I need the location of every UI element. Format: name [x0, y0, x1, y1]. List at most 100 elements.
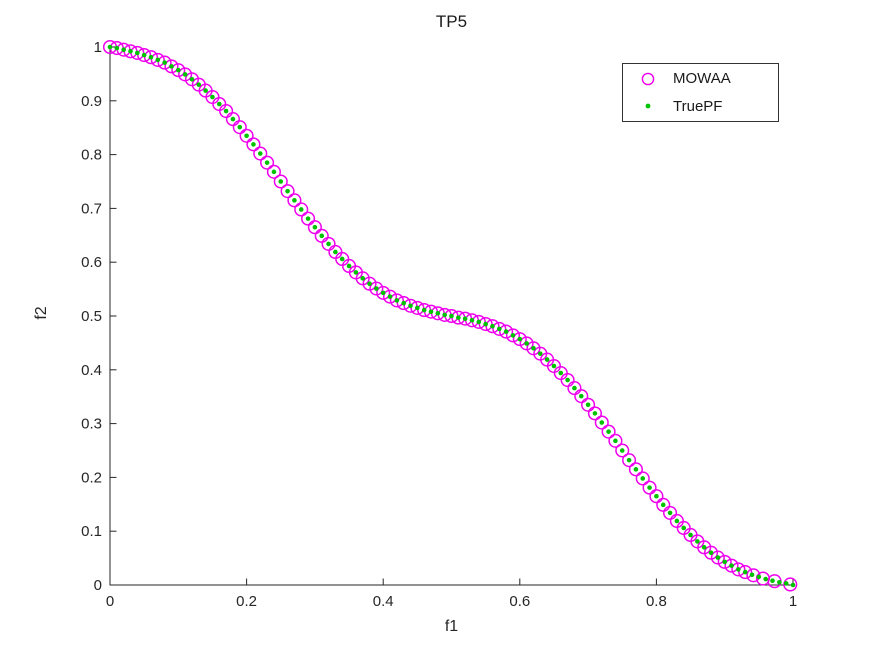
- mowaa-point: [731, 562, 746, 577]
- x-tick-label: 0.4: [373, 593, 394, 610]
- truepf-point: [230, 116, 236, 122]
- mowaa-point: [628, 462, 643, 477]
- mowaa-point: [301, 211, 316, 226]
- truepf-point: [346, 263, 352, 269]
- truepf-point: [428, 309, 434, 314]
- mowaa-point: [260, 155, 275, 170]
- truepf-point: [777, 580, 782, 585]
- truepf-point: [708, 550, 714, 556]
- mowaa-point: [294, 202, 309, 217]
- truepf-point: [565, 377, 570, 383]
- truepf-point: [367, 281, 372, 287]
- truepf-point: [469, 318, 475, 323]
- truepf-point: [790, 582, 796, 588]
- truepf-point: [783, 581, 789, 586]
- mowaa-point: [587, 406, 602, 421]
- truepf-point: [742, 569, 748, 575]
- y-tick-label: 0.6: [81, 254, 102, 271]
- mowaa-point: [396, 296, 411, 311]
- truepf-point: [128, 49, 133, 54]
- truepf-point: [148, 54, 154, 60]
- mowaa-point: [581, 397, 596, 412]
- mowaa-point: [724, 558, 739, 573]
- truepf-point: [421, 307, 427, 313]
- truepf-point: [510, 333, 516, 338]
- truepf-point: [176, 67, 181, 73]
- truepf-point: [456, 315, 461, 320]
- mowaa-point: [594, 415, 609, 430]
- truepf-point: [374, 286, 379, 291]
- mowaa-point: [499, 324, 514, 339]
- mowaa-point: [157, 55, 172, 70]
- legend-item-mowaa: MOWAA: [623, 66, 778, 92]
- mowaa-point: [642, 480, 657, 495]
- truepf-point: [203, 88, 208, 93]
- truepf-point: [210, 94, 215, 100]
- truepf-point: [490, 323, 495, 329]
- truepf-point: [660, 502, 666, 508]
- truepf-point: [503, 329, 509, 334]
- truepf-point: [640, 476, 646, 481]
- mowaa-point: [164, 59, 179, 74]
- truepf-point: [667, 510, 673, 516]
- truepf-point: [736, 567, 741, 572]
- truepf-point: [223, 108, 229, 114]
- y-tick-label: 0: [94, 577, 102, 594]
- x-tick-label: 0.2: [236, 593, 257, 610]
- truepf-point: [551, 363, 557, 369]
- mowaa-point: [150, 52, 165, 67]
- mowaa-point: [376, 285, 391, 300]
- mowaa-point: [307, 220, 322, 235]
- truepf-point: [674, 518, 680, 524]
- x-tick-label: 1: [789, 593, 797, 610]
- truepf-point: [264, 160, 270, 165]
- truepf-point: [292, 198, 297, 203]
- truepf-point: [353, 270, 359, 275]
- truepf-point: [770, 578, 775, 583]
- truepf-point: [394, 298, 400, 303]
- mowaa-point: [710, 550, 725, 565]
- y-tick-label: 0.7: [81, 200, 102, 217]
- truepf-point: [497, 326, 502, 332]
- y-tick-label: 0.8: [81, 147, 102, 164]
- truepf-dot-icon: [623, 98, 673, 114]
- truepf-point: [633, 467, 639, 472]
- truepf-point: [749, 572, 755, 578]
- truepf-point: [524, 341, 529, 346]
- truepf-point: [578, 393, 584, 399]
- truepf-point: [182, 72, 188, 77]
- mowaa-point: [560, 372, 575, 388]
- truepf-point: [244, 133, 249, 139]
- mowaa-point: [225, 112, 240, 127]
- x-tick-label: 0: [106, 593, 114, 610]
- truepf-point: [517, 336, 523, 342]
- x-tick-label: 0.8: [646, 593, 667, 610]
- legend-label-mowaa: MOWAA: [673, 70, 731, 88]
- truepf-point: [285, 188, 290, 194]
- y-tick-label: 0.4: [81, 362, 102, 379]
- truepf-point: [483, 321, 488, 327]
- truepf-point: [619, 448, 625, 453]
- truepf-point: [319, 233, 325, 239]
- mowaa-point: [382, 289, 398, 304]
- truepf-point: [360, 276, 366, 281]
- truepf-point: [339, 256, 345, 262]
- truepf-point: [278, 179, 284, 184]
- mowaa-point: [389, 293, 404, 308]
- truepf-point: [729, 563, 734, 568]
- truepf-point: [688, 532, 693, 538]
- mowaa-point: [232, 120, 247, 135]
- mowaa-point: [512, 332, 527, 347]
- truepf-point: [298, 207, 304, 212]
- mowaa-point: [622, 453, 637, 468]
- truepf-point: [654, 493, 659, 499]
- mowaa-point: [783, 577, 798, 592]
- mowaa-point: [239, 128, 254, 143]
- y-tick-label: 0.1: [81, 523, 102, 540]
- truepf-point: [585, 402, 591, 408]
- mowaa-point: [608, 433, 623, 448]
- truepf-point: [257, 151, 263, 156]
- truepf-point: [599, 420, 605, 425]
- truepf-point: [408, 303, 413, 309]
